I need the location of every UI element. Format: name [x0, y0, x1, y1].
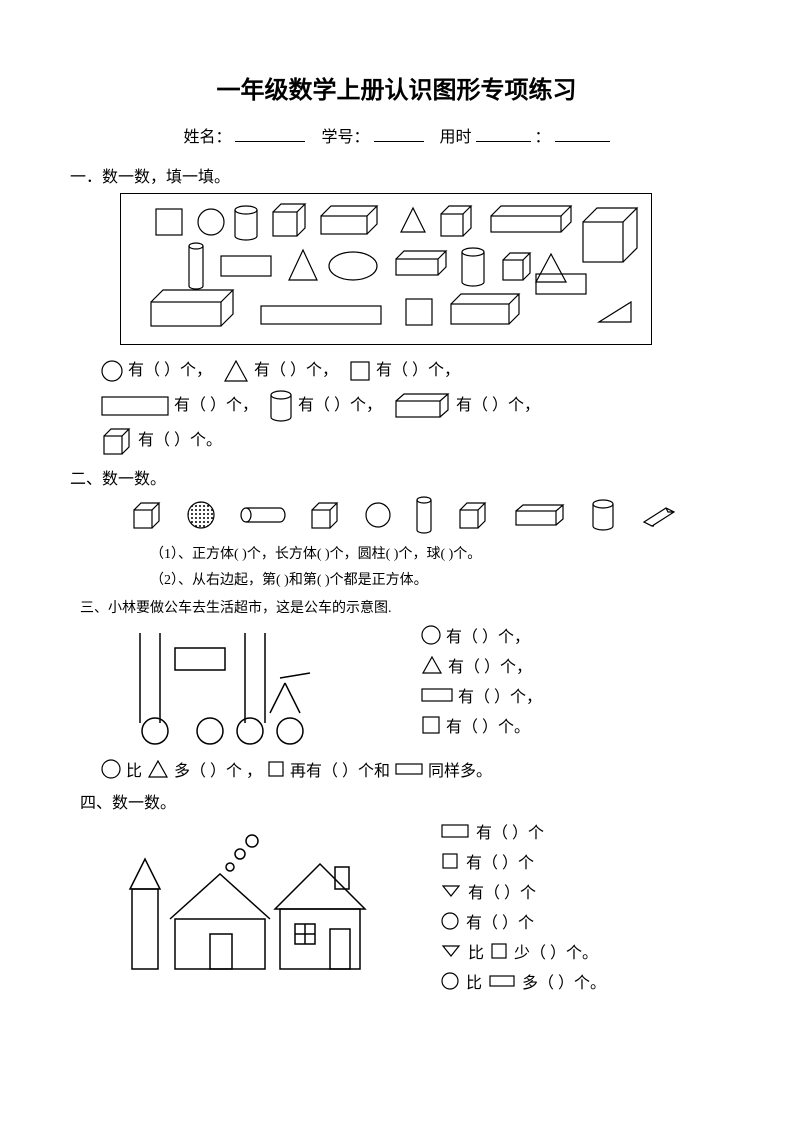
q2-cylinder-tall-icon	[414, 495, 434, 535]
circle-icon	[100, 758, 122, 780]
q2-circle-icon	[364, 501, 392, 529]
circle-icon	[440, 971, 460, 991]
q4-area: 有（ ）个 有（ ）个 有（ ）个 有（ ）个 比 少（ ）个。 比 多（ ）个…	[70, 819, 723, 999]
rectangle-icon	[488, 974, 516, 988]
q2-cylinder-icon	[590, 498, 616, 532]
square-icon	[420, 714, 442, 736]
q2-cuboid-slant-icon	[638, 502, 678, 528]
circle-icon	[420, 624, 442, 646]
q3-cmp-b: 多（ ）个 ，	[174, 757, 262, 781]
q1-answers-row2: 有（ ）个， 有（ ）个， 有（ ）个，	[100, 389, 723, 423]
circle-icon	[440, 911, 460, 931]
worksheet-page: 一年级数学上册认识图形专项练习 姓名： 学号： 用时 ： 一．数一数，填一填。	[0, 0, 793, 1122]
page-title: 一年级数学上册认识图形专项练习	[70, 70, 723, 105]
q2-shapes-row	[130, 495, 723, 535]
q1-answers-row1: 有（ ）个， 有（ ）个， 有（ ）个，	[100, 355, 723, 387]
rectangle-icon	[440, 823, 470, 839]
q4-square-text: 有（ ）个	[466, 849, 534, 873]
cuboid-icon	[392, 391, 452, 421]
q3-rect-text: 有（ ）个，	[458, 683, 542, 707]
q1-shapes-svg	[121, 194, 651, 344]
q3-circle-text: 有（ ）个，	[446, 623, 530, 647]
q1-square-text: 有（ ）个，	[376, 355, 460, 387]
q2-cube1-icon	[130, 500, 164, 530]
q4-rect-text: 有（ ）个	[476, 819, 544, 843]
q3-triangle-text: 有（ ）个，	[448, 653, 532, 677]
square-icon	[266, 759, 286, 779]
q1-circle-text: 有（ ）个，	[128, 355, 212, 387]
q3-bottom-line: 比 多（ ）个 ， 再有（ ）个和 同样多。	[100, 757, 723, 781]
name-blank[interactable]	[235, 125, 305, 142]
q3-cmp-d: 同样多。	[428, 757, 492, 781]
q2-cylinder-lying-icon	[238, 505, 286, 525]
q3-square-text: 有（ ）个。	[446, 713, 530, 737]
q1-shape-box	[120, 193, 652, 345]
time-blank-1[interactable]	[476, 125, 531, 142]
q3-cmp-c: 再有（ ）个和	[290, 757, 390, 781]
q4-circle-text: 有（ ）个	[466, 909, 534, 933]
q2-heading: 二、数一数。	[70, 465, 723, 489]
q4-cmp1a: 比	[468, 939, 484, 963]
square-icon	[490, 942, 508, 960]
q1-cylinder-text: 有（ ）个，	[298, 390, 382, 422]
q2-sub2: （2）、从右边起，第( )和第( )个都是正方体。	[150, 569, 723, 589]
student-info-line: 姓名： 学号： 用时 ：	[70, 123, 723, 147]
time-blank-2[interactable]	[555, 125, 610, 142]
q2-cube2-icon	[308, 500, 342, 530]
q4-right-column: 有（ ）个 有（ ）个 有（ ）个 有（ ）个 比 少（ ）个。 比 多（ ）个…	[440, 819, 606, 999]
triangle-icon	[420, 654, 444, 676]
q3-bus-diagram	[110, 623, 390, 753]
q4-heading: 四、数一数。	[80, 789, 723, 813]
q2-sphere-icon	[186, 500, 216, 530]
square-icon	[348, 359, 372, 383]
q1-heading: 一．数一数，填一填。	[70, 163, 723, 187]
cylinder-icon	[268, 389, 294, 423]
q1-cube-text: 有（ ）个。	[138, 425, 222, 457]
q1-cuboid-text: 有（ ）个，	[456, 390, 540, 422]
q3-right-column: 有（ ）个， 有（ ）个， 有（ ）个， 有（ ）个。	[420, 623, 542, 743]
q4-house-diagram	[110, 819, 390, 989]
q1-rect-text: 有（ ）个，	[174, 390, 258, 422]
rectangle-icon	[394, 762, 424, 776]
triangle-icon	[222, 358, 250, 384]
q4-cmp2b: 多（ ）个。	[522, 969, 606, 993]
q3-cmp-a: 比	[126, 757, 142, 781]
rectangle-icon	[420, 686, 454, 704]
square-icon	[440, 851, 460, 871]
q2-sub1: （1）、正方体( )个，长方体( )个，圆柱( )个，球( )个。	[150, 543, 723, 563]
time-colon: ：	[535, 129, 551, 146]
q4-tri-text: 有（ ）个	[468, 879, 536, 903]
q2-cube3-icon	[456, 500, 490, 530]
q4-cmp1b: 少（ ）个。	[514, 939, 598, 963]
q1-triangle-text: 有（ ）个，	[254, 355, 338, 387]
triangle-down-icon	[440, 883, 462, 899]
id-blank[interactable]	[374, 125, 424, 142]
q3-area: 有（ ）个， 有（ ）个， 有（ ）个， 有（ ）个。	[70, 623, 723, 753]
cube-icon	[100, 426, 134, 456]
circle-icon	[100, 359, 124, 383]
time-label: 用时	[440, 129, 472, 146]
q3-heading: 三、小林要做公车去生活超市，这是公车的示意图.	[80, 597, 723, 617]
q1-answers-row3: 有（ ）个。	[100, 425, 723, 457]
name-label: 姓名：	[183, 129, 231, 146]
triangle-icon	[146, 758, 170, 780]
q2-cuboid-icon	[512, 502, 568, 528]
rectangle-icon	[100, 393, 170, 419]
id-label: 学号：	[321, 129, 369, 146]
q4-cmp2a: 比	[466, 969, 482, 993]
triangle-down-icon	[440, 943, 462, 959]
